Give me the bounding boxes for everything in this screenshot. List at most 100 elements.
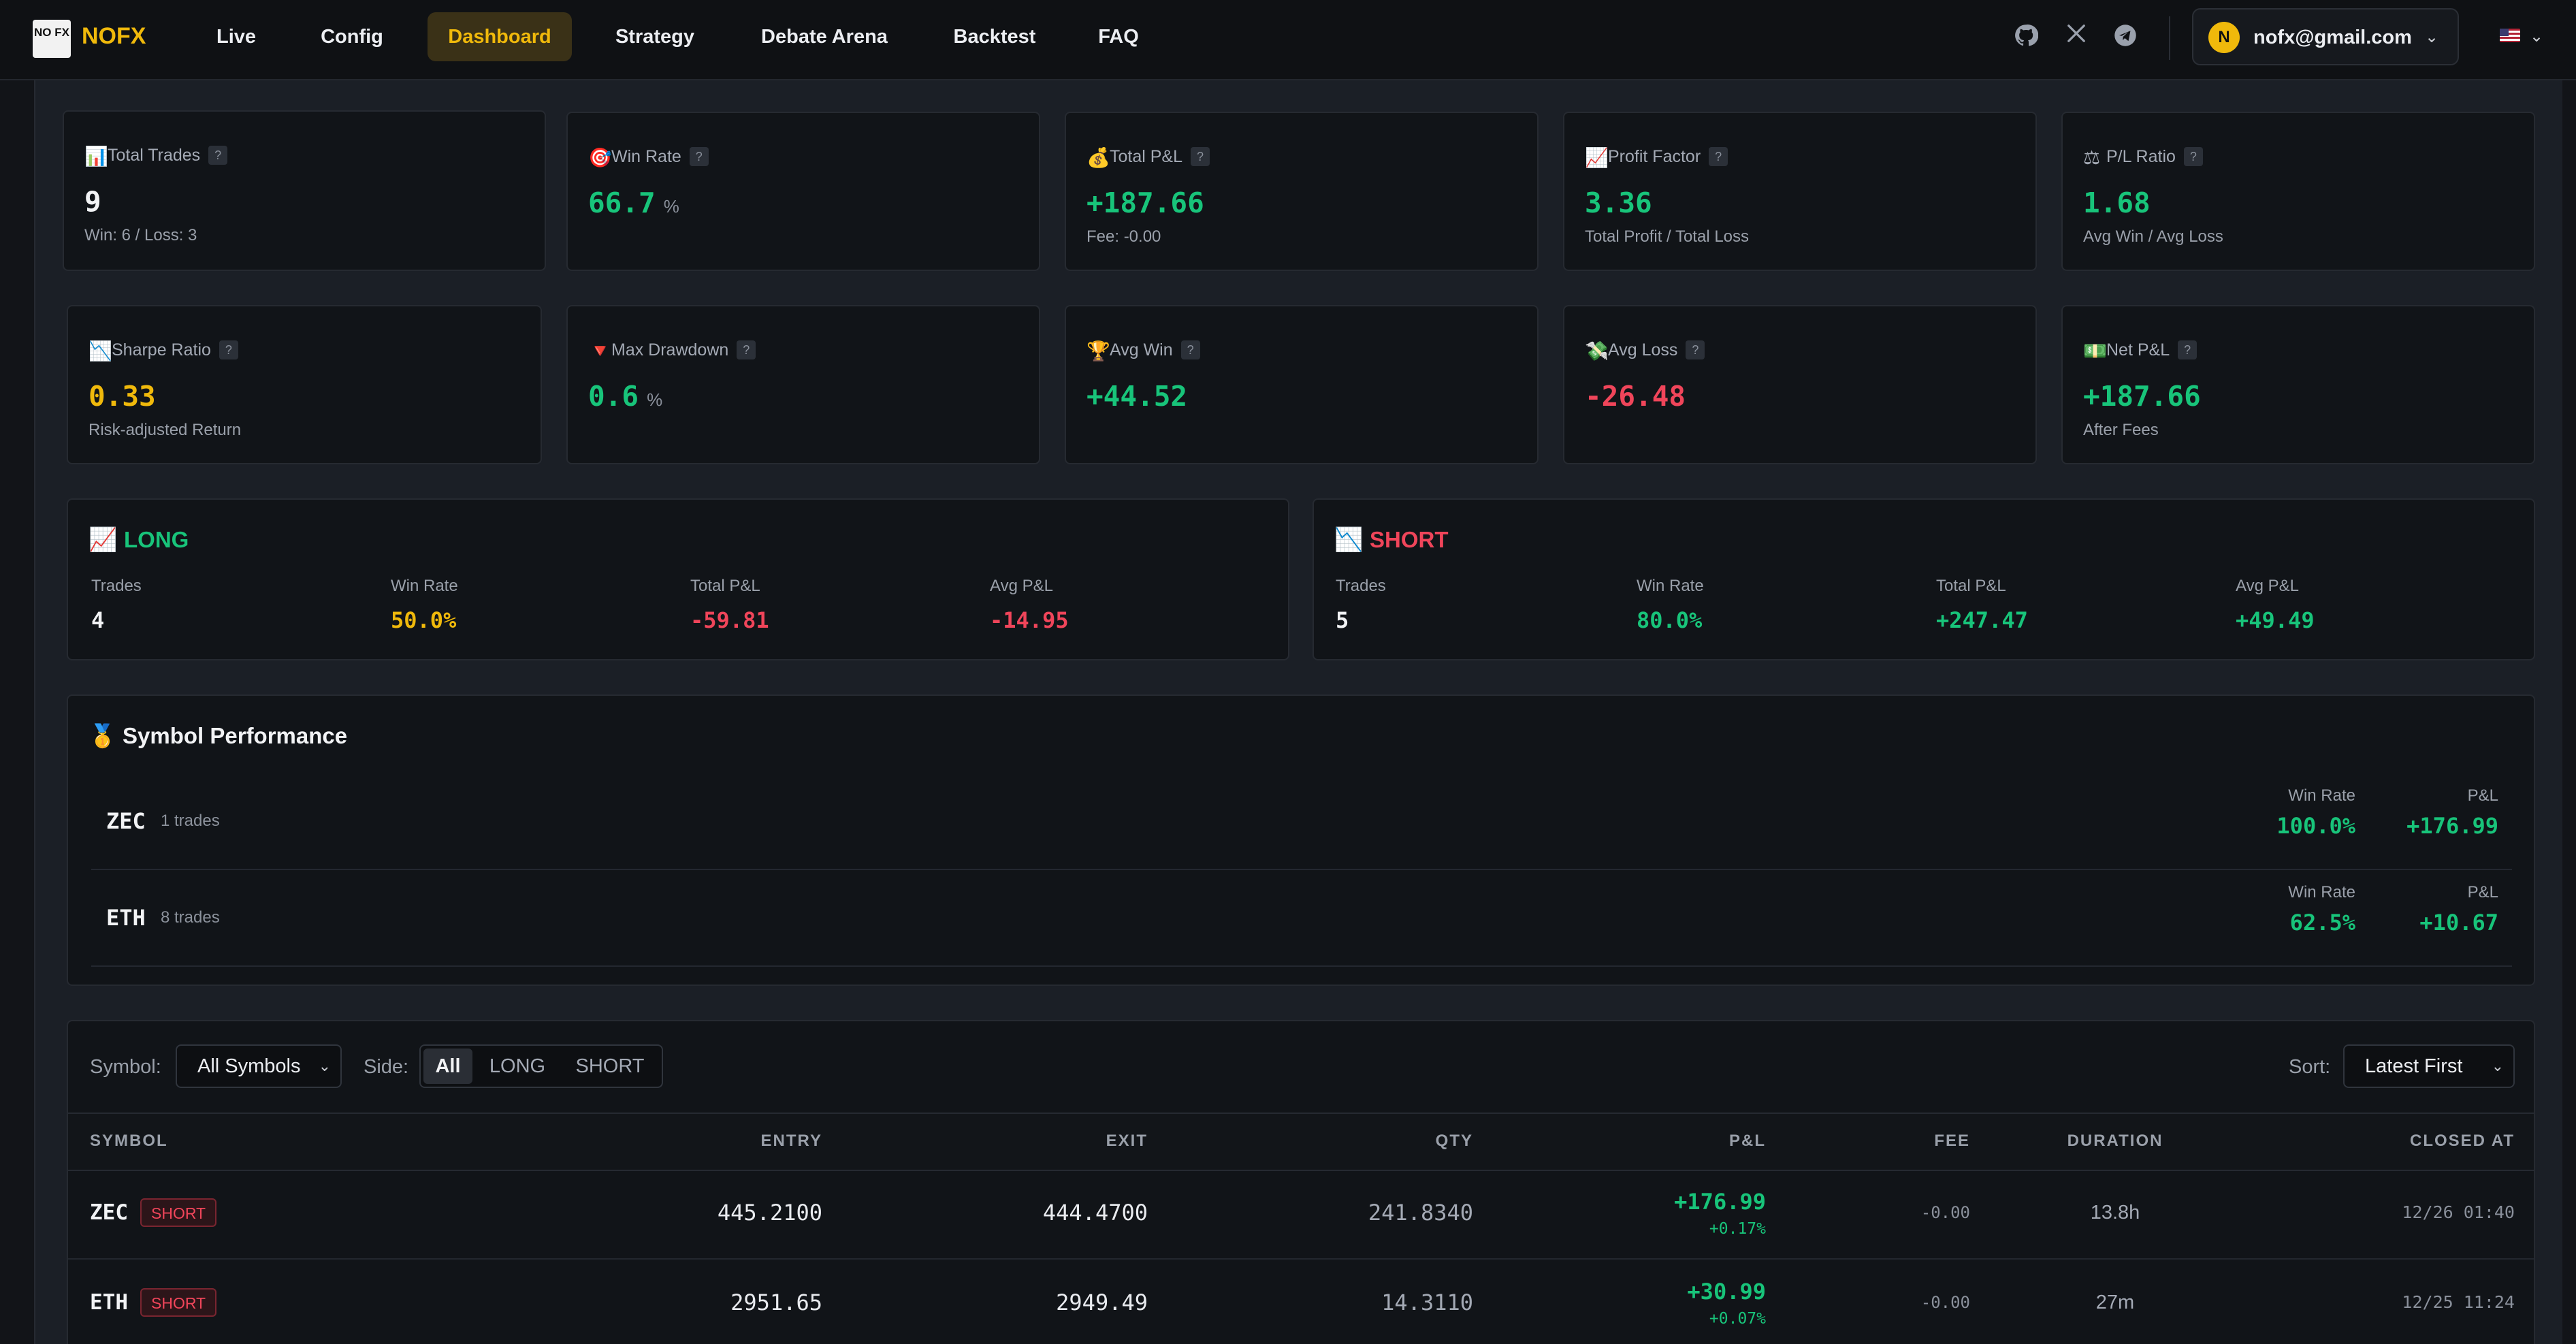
pnl-percent: +0.07% [1709, 1310, 1766, 1328]
chevron-down-icon: ⌄ [318, 1057, 331, 1074]
help-icon[interactable]: ? [1180, 340, 1200, 359]
bar-chart-icon: 📊 [84, 146, 108, 167]
help-icon[interactable]: ? [689, 147, 709, 166]
user-menu[interactable]: N nofx@gmail.com ⌄ [2192, 8, 2459, 65]
help-icon[interactable]: ? [208, 146, 228, 165]
trades-label: Trades [1336, 577, 1386, 595]
win-rate-value: 50.0% [391, 607, 457, 633]
exit-price: 2949.49 [1056, 1290, 1148, 1315]
stat-card-win-rate: 🎯Win Rate? 66.7% [566, 112, 1040, 271]
entry-price: 2951.65 [730, 1290, 822, 1315]
trades-value: 5 [1336, 607, 1349, 633]
help-icon[interactable]: ? [219, 340, 238, 359]
symbol-name: ZEC [106, 808, 146, 834]
avg-pnl-value: +49.49 [2236, 607, 2315, 633]
symbol-performance-panel: 🥇 Symbol Performance ZEC 1 trades Win Rat… [67, 694, 2535, 986]
user-email: nofx@gmail.com [2253, 27, 2412, 48]
left-sidebar-edge [0, 80, 35, 1344]
stat-card-avg-win: 🏆Avg Win? +44.52 [1065, 305, 1539, 464]
total-pnl-value: +247.47 [1936, 607, 2028, 633]
pnl-label: P&L [2467, 786, 2498, 805]
side-option-all[interactable]: All [423, 1049, 472, 1084]
nav-dashboard[interactable]: Dashboard [428, 12, 572, 61]
stat-unit: % [647, 389, 663, 410]
long-summary-panel: 📈 LONG Trades 4 Win Rate 50.0% Total P&L -59… [67, 498, 1289, 660]
column-header[interactable]: P&L [1729, 1132, 1766, 1150]
symbol-name: ETH [106, 905, 146, 931]
stat-card-net-pnl: 💵Net P&L? +187.66 After Fees [2061, 305, 2535, 464]
github-icon[interactable] [2012, 23, 2040, 50]
nav-debate-arena[interactable]: Debate Arena [761, 26, 888, 48]
stat-value: -26.48 [1585, 380, 1686, 413]
chevron-down-icon[interactable]: ⌄ [2530, 27, 2544, 46]
side-option-short[interactable]: SHORT [575, 1055, 645, 1077]
stat-label: Total Trades [108, 146, 201, 165]
nav-backtest[interactable]: Backtest [953, 26, 1036, 48]
help-icon[interactable]: ? [1709, 147, 1728, 166]
stat-unit: % [663, 196, 679, 217]
scrollbar-track[interactable] [2562, 80, 2576, 1344]
help-icon[interactable]: ? [1686, 340, 1705, 359]
top-navbar: NO FX NOFX Live Config Dashboard Strateg… [0, 0, 2576, 80]
stat-label: P/L Ratio [2106, 147, 2176, 166]
quantity: 241.8340 [1368, 1200, 1473, 1226]
fee-value: -0.00 [1920, 1203, 1970, 1222]
x-icon[interactable] [2063, 23, 2090, 50]
list-item[interactable]: ZEC 1 trades Win Rate 100.0% P&L +176.99 [91, 773, 2512, 870]
stat-value: +187.66 [1086, 187, 1204, 219]
table-row[interactable]: ZEC SHORT 445.2100 444.4700 241.8340 +17… [68, 1170, 2534, 1260]
column-header[interactable]: CLOSED AT [2410, 1132, 2515, 1150]
help-icon[interactable]: ? [737, 340, 756, 359]
side-badge: SHORT [140, 1198, 217, 1227]
app-name[interactable]: NOFX [82, 23, 146, 49]
long-title: LONG [124, 527, 189, 552]
stat-label: Avg Loss [1608, 340, 1678, 359]
win-rate-value: 62.5% [2289, 910, 2355, 935]
stat-card-pl-ratio: ⚖ P/L Ratio? 1.68 Avg Win / Avg Loss [2061, 112, 2535, 271]
table-row[interactable]: ETH SHORT 2951.65 2949.49 14.3110 +30.99… [68, 1260, 2534, 1344]
trade-history-panel: Symbol: All Symbols ⌄ Side: All LONG SHOR… [67, 1020, 2535, 1344]
column-header[interactable]: SYMBOL [90, 1132, 168, 1150]
stat-label: Total P&L [1110, 147, 1183, 166]
table-header: SYMBOL ENTRY EXIT QTY P&L FEE DURATION C… [68, 1113, 2534, 1171]
us-flag-icon[interactable] [2500, 29, 2520, 42]
win-rate-value: 80.0% [1637, 607, 1703, 633]
help-icon[interactable]: ? [2183, 147, 2203, 166]
closed-at: 12/26 01:40 [2402, 1202, 2515, 1222]
nav-live[interactable]: Live [216, 26, 257, 48]
stat-value: +187.66 [2083, 380, 2201, 413]
nav-strategy[interactable]: Strategy [615, 26, 695, 48]
avatar: N [2208, 22, 2240, 53]
chevron-down-icon: ⌄ [2425, 28, 2439, 46]
fee-value: -0.00 [1920, 1293, 1970, 1312]
side-option-long[interactable]: LONG [489, 1055, 546, 1077]
stat-subtext: After Fees [2083, 421, 2159, 439]
symbol-select[interactable]: All Symbols ⌄ [176, 1044, 342, 1088]
symbol-performance-title: Symbol Performance [123, 723, 348, 748]
total-pnl-label: Total P&L [1936, 577, 2006, 595]
help-icon[interactable]: ? [1191, 147, 1210, 166]
nav-faq[interactable]: FAQ [1098, 26, 1139, 48]
nav-config[interactable]: Config [321, 26, 383, 48]
column-header[interactable]: FEE [1934, 1132, 1970, 1150]
banknote-icon: 💵 [2083, 340, 2107, 362]
sort-select[interactable]: Latest First ⌄ [2343, 1044, 2515, 1088]
stat-value: 66.7% [588, 187, 679, 219]
medal-icon: 🥇 [88, 723, 117, 748]
column-header[interactable]: ENTRY [760, 1132, 822, 1150]
symbol-filter-label: Symbol: [90, 1056, 161, 1078]
trade-count: 1 trades [161, 812, 220, 830]
logo-icon[interactable]: NO FX [33, 20, 71, 58]
column-header[interactable]: DURATION [2067, 1132, 2163, 1150]
duration-value: 27m [2095, 1292, 2135, 1313]
stat-label: Net P&L [2106, 340, 2170, 359]
sort-label: Sort: [2289, 1056, 2331, 1078]
telegram-icon[interactable] [2112, 23, 2139, 50]
list-item[interactable]: ETH 8 trades Win Rate 62.5% P&L +10.67 [91, 870, 2512, 967]
column-header[interactable]: EXIT [1106, 1132, 1148, 1150]
money-bag-icon: 💰 [1086, 147, 1110, 168]
stat-card-max-drawdown: 🔻Max Drawdown? 0.6% [566, 305, 1040, 464]
help-icon[interactable]: ? [2178, 340, 2197, 359]
stat-card-avg-loss: 💸Avg Loss? -26.48 [1563, 305, 2037, 464]
column-header[interactable]: QTY [1435, 1132, 1473, 1150]
